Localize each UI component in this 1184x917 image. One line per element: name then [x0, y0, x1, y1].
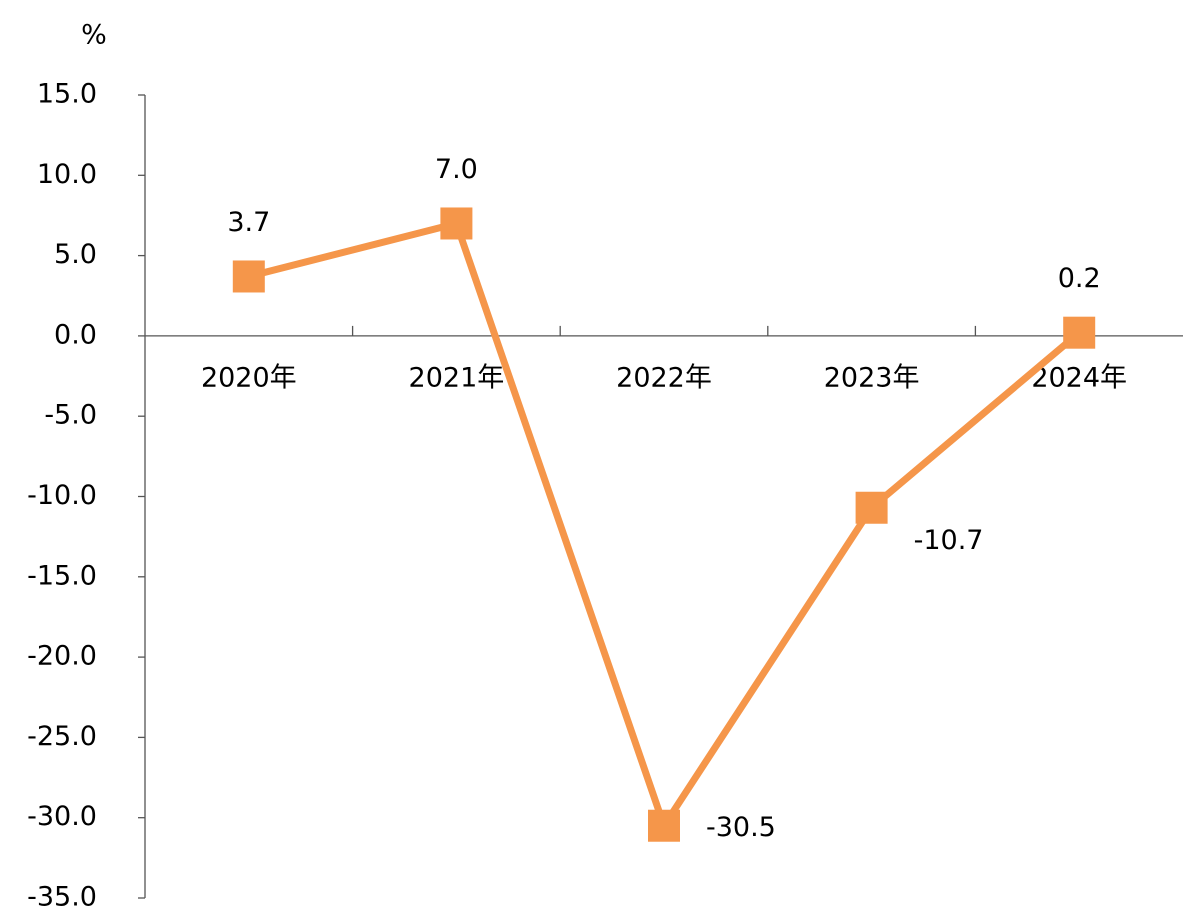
marker	[440, 207, 473, 240]
y-tick-label: -30.0	[27, 801, 97, 832]
x-tick-label: 2020年	[201, 362, 297, 393]
marker	[232, 260, 265, 293]
y-tick-label: -5.0	[44, 400, 97, 431]
y-tick-label: -15.0	[27, 560, 97, 591]
y-tick-label: -10.0	[27, 480, 97, 511]
x-tick-label: 2024年	[1031, 362, 1127, 393]
y-axis-label: %	[81, 20, 107, 51]
marker	[648, 809, 680, 842]
data-label: 0.2	[1058, 263, 1101, 294]
x-tick-label: 2021年	[409, 362, 505, 393]
y-tick-label: -25.0	[27, 721, 97, 752]
x-tick-label: 2023年	[824, 362, 920, 393]
y-tick-label: -35.0	[27, 882, 97, 913]
marker	[1063, 316, 1096, 349]
y-tick-label: 15.0	[37, 79, 97, 110]
data-label: -10.7	[914, 525, 984, 556]
y-tick-label: 5.0	[54, 239, 97, 270]
x-tick-label: 2022年	[616, 362, 712, 393]
y-tick-label: 10.0	[37, 159, 97, 190]
marker	[855, 491, 888, 524]
y-tick-label: -20.0	[27, 641, 97, 672]
data-label: -30.5	[706, 812, 776, 843]
data-label: 3.7	[227, 207, 270, 238]
y-tick-label: 0.0	[54, 319, 97, 350]
data-label: 7.0	[435, 154, 478, 185]
